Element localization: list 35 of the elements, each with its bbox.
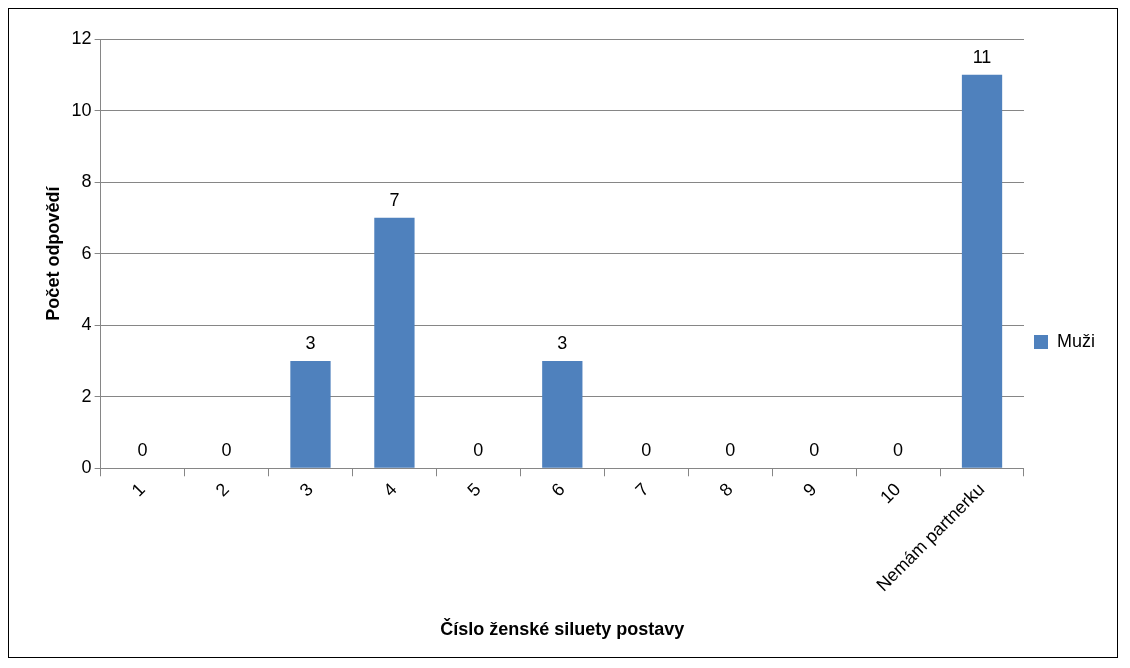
- y-tick-label: 2: [81, 385, 92, 406]
- y-tick-label: 12: [71, 27, 92, 48]
- data-label: 0: [473, 440, 484, 461]
- bar: [961, 74, 1003, 468]
- data-label: 0: [809, 440, 820, 461]
- x-tick-label: 10: [876, 479, 905, 508]
- x-tick-label: 2: [211, 479, 233, 501]
- bar: [374, 217, 415, 468]
- y-tick-label: 6: [81, 242, 92, 263]
- data-label: 0: [137, 440, 148, 461]
- x-tick-label: 6: [547, 479, 569, 501]
- data-label: 0: [641, 440, 652, 461]
- x-tick-label: 9: [799, 479, 821, 501]
- data-label: 0: [725, 440, 736, 461]
- data-label: 11: [972, 46, 992, 67]
- data-label: 0: [893, 440, 904, 461]
- y-tick-label: 10: [71, 99, 92, 120]
- y-axis-title: Počet odpovědí: [42, 185, 63, 321]
- x-axis-title: Číslo ženské siluety postavy: [440, 618, 685, 640]
- y-tick-label: 8: [81, 171, 92, 192]
- bar: [290, 360, 331, 468]
- x-tick-label: 5: [463, 479, 485, 501]
- x-tick-label: 8: [715, 479, 737, 501]
- y-tick-label: 0: [81, 457, 92, 478]
- data-label: 0: [221, 440, 232, 461]
- x-tick-label: 7: [631, 479, 653, 501]
- data-label: 3: [305, 332, 316, 353]
- x-tick-label: 1: [127, 479, 149, 501]
- x-tick-label: 4: [379, 479, 401, 501]
- x-tick-label: 3: [295, 479, 317, 501]
- legend-label: Muži: [1057, 330, 1096, 351]
- data-label: 7: [389, 189, 400, 210]
- bar: [542, 360, 583, 468]
- y-tick-label: 4: [81, 314, 92, 335]
- data-label: 3: [557, 332, 568, 353]
